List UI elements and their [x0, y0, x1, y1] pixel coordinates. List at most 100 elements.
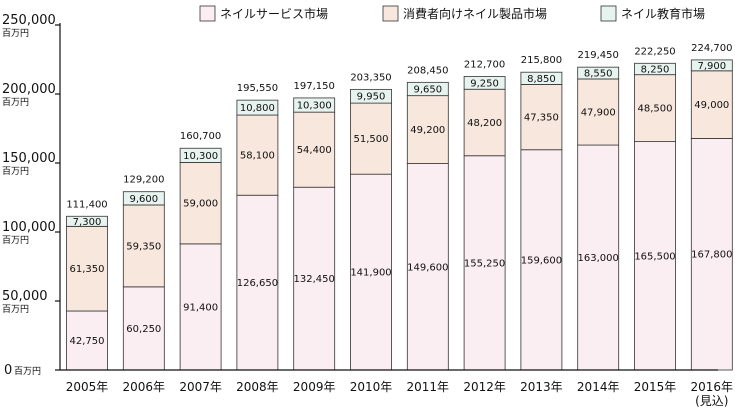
- bar-segment: [350, 102, 392, 175]
- bar-segment: [463, 76, 506, 90]
- total-value-label: 203,350: [350, 72, 391, 83]
- segment-value-label: 9,950: [357, 92, 386, 103]
- y-tick-unit: 百万円: [2, 97, 29, 108]
- bar-segment: [350, 88, 392, 104]
- legend-swatch: [199, 5, 216, 22]
- bar-segment: [122, 204, 165, 288]
- segment-value-label: 126,650: [237, 278, 278, 289]
- x-tick-label: 2009年: [293, 380, 336, 394]
- segment-value-label: 163,000: [578, 253, 619, 264]
- segment-value-label: 155,250: [464, 258, 505, 269]
- segment-value-label: 159,600: [521, 255, 562, 266]
- total-value-label: 111,400: [66, 199, 107, 210]
- segment-value-label: 42,750: [70, 336, 105, 347]
- segment-value-label: 51,500: [354, 134, 389, 145]
- y-tick-label: 200,000: [2, 82, 56, 97]
- x-tick-label: 2010年: [350, 380, 393, 394]
- total-value-label: 212,700: [464, 59, 505, 70]
- x-tick-label: 2006年: [123, 380, 166, 394]
- total-value-label: 219,450: [578, 50, 619, 61]
- segment-value-label: 59,000: [183, 199, 218, 210]
- segment-value-label: 149,600: [407, 262, 448, 273]
- bar-segment: [293, 97, 336, 113]
- segment-value-label: 48,500: [638, 104, 673, 115]
- segment-value-label: 7,900: [697, 61, 726, 72]
- x-tick-label: 2013年: [520, 380, 563, 394]
- x-tick-label: 2016年: [691, 380, 734, 394]
- bars: 42,750 61,350 7,300 111,400 60,250 59,350 9,60…: [66, 43, 733, 371]
- legend-label: ネイルサービス市場: [220, 6, 328, 21]
- segment-value-label: 59,350: [126, 241, 161, 252]
- x-axis: 2005年 2006年 2007年 2008年 2009年 2010年 2011年 2012年…: [60, 369, 734, 408]
- bar-segment: [406, 95, 449, 164]
- segment-value-label: 48,200: [467, 118, 502, 129]
- x-tick-label: 2015年: [634, 380, 677, 394]
- segment-value-label: 9,600: [129, 194, 158, 205]
- bar-segment: [179, 162, 222, 245]
- segment-value-label: 61,350: [70, 264, 105, 275]
- y-tick-unit: 百万円: [2, 166, 29, 177]
- bar-segment: [66, 225, 108, 312]
- segment-value-label: 8,850: [527, 74, 556, 85]
- segment-value-label: 60,250: [126, 324, 161, 335]
- y-tick-unit: 百万円: [2, 235, 29, 246]
- segment-value-label: 8,550: [584, 69, 613, 80]
- x-tick-label: 2005年: [66, 380, 109, 394]
- bar-segment: [520, 84, 563, 151]
- y-tick-label: 100,000: [2, 220, 56, 235]
- segment-value-label: 8,250: [641, 64, 670, 75]
- total-value-label: 197,150: [294, 81, 335, 92]
- total-value-label: 160,700: [180, 131, 221, 142]
- bar-segment: [577, 66, 620, 80]
- legend-swatch: [382, 5, 399, 22]
- total-value-label: 215,800: [521, 55, 562, 66]
- y-tick-label: 250,000: [2, 13, 56, 28]
- segment-value-label: 10,800: [240, 103, 275, 114]
- segment-value-label: 54,400: [297, 145, 332, 156]
- x-tick-label: 2007年: [179, 380, 222, 394]
- bar-segment: [577, 144, 620, 371]
- y-tick-label: 50,000: [2, 289, 48, 304]
- bar-segment: [66, 215, 108, 227]
- segment-value-label: 7,300: [73, 217, 102, 228]
- segment-value-label: 141,900: [350, 268, 391, 279]
- segment-value-label: 47,350: [524, 113, 559, 124]
- bar-segment: [236, 114, 279, 196]
- x-tick-label: 2012年: [463, 380, 506, 394]
- bar-segment: [179, 147, 222, 163]
- segment-value-label: 49,000: [694, 100, 729, 111]
- bar-segment: [236, 99, 279, 116]
- y-axis: 0 百万円50,000百万円100,000百万円150,000百万円200,000…: [2, 13, 61, 378]
- total-value-label: 129,200: [123, 175, 164, 186]
- bar-segment: [463, 155, 506, 371]
- segment-value-label: 47,900: [581, 108, 616, 119]
- y-tick-unit: 百万円: [14, 366, 41, 377]
- total-value-label: 195,550: [237, 83, 278, 94]
- y-tick-label: 150,000: [2, 151, 56, 166]
- segment-value-label: 49,200: [410, 125, 445, 136]
- segment-value-label: 91,400: [183, 302, 218, 313]
- bar-segment: [406, 81, 449, 97]
- bar-segment: [520, 71, 563, 85]
- x-tick-label: 2014年: [577, 380, 620, 394]
- bar-segment: [406, 163, 449, 371]
- x-tick-label: 2011年: [407, 380, 450, 394]
- legend-label: 消費者向けネイル製品市場: [403, 6, 547, 21]
- segment-value-label: 58,100: [240, 151, 275, 162]
- y-tick-label: 0: [4, 363, 12, 378]
- segment-value-label: 132,450: [294, 274, 335, 285]
- total-value-label: 208,450: [407, 65, 448, 76]
- segment-value-label: 167,800: [691, 250, 732, 261]
- bar-segment: [122, 191, 165, 206]
- bar-segment: [577, 78, 620, 146]
- x-tick-note: (見込): [695, 394, 728, 408]
- segment-value-label: 9,650: [413, 84, 442, 95]
- x-tick-label: 2008年: [236, 380, 279, 394]
- bar-segment: [634, 141, 676, 371]
- total-value-label: 222,250: [634, 46, 675, 57]
- legend: ネイルサービス市場 消費者向けネイル製品市場 ネイル教育市場: [199, 5, 705, 22]
- y-tick-unit: 百万円: [2, 28, 29, 39]
- legend-swatch: [600, 5, 617, 22]
- segment-value-label: 10,300: [183, 151, 218, 162]
